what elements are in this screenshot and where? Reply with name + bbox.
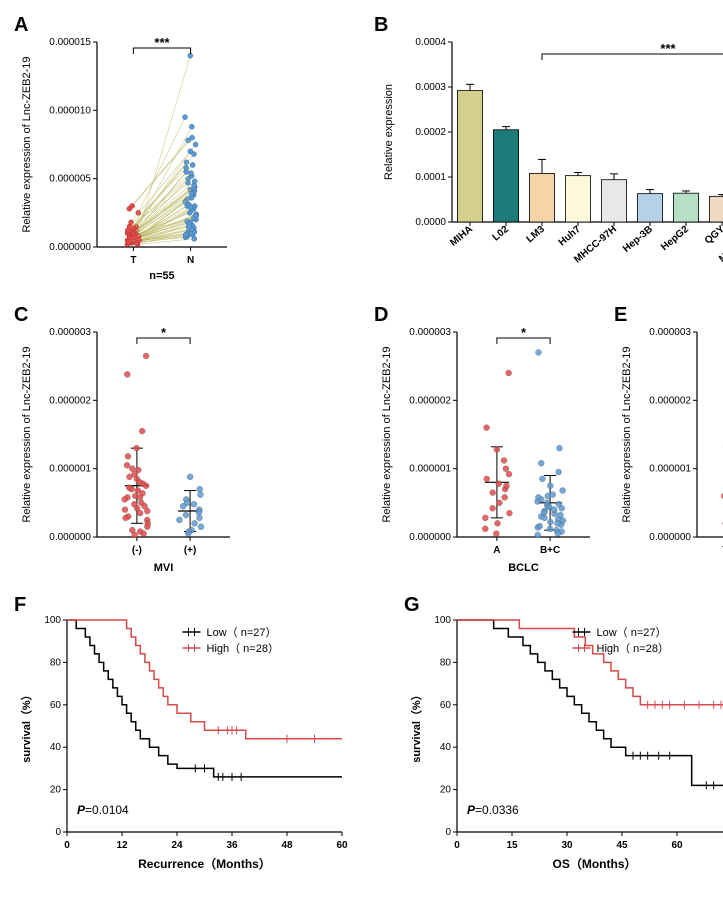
svg-text:100: 100 <box>44 615 61 626</box>
svg-text:0.000002: 0.000002 <box>649 395 691 406</box>
svg-text:***: *** <box>154 35 170 50</box>
svg-text:0.000010: 0.000010 <box>49 105 91 116</box>
panel-f-label: F <box>14 594 26 617</box>
svg-text:Relative expression of Lnc-ZEB: Relative expression of Lnc-ZEB2-19 <box>381 346 393 522</box>
svg-text:survival（%）: survival（%） <box>20 689 33 762</box>
svg-text:OS（Months）: OS（Months） <box>553 856 637 871</box>
svg-text:0.0001: 0.0001 <box>415 172 446 183</box>
panel-f: F 0 20 40 60 80 100 0 12 24 36 48 60 survival（%） Recu… <box>12 592 362 892</box>
svg-text:(-): (-) <box>132 545 142 556</box>
svg-text:80: 80 <box>440 657 452 668</box>
svg-text:60: 60 <box>50 700 62 711</box>
panel-g-chart: 02040608010001530456075survival（%）OS（Mon… <box>402 592 723 882</box>
svg-text:0: 0 <box>64 840 70 851</box>
svg-text:L02: L02 <box>491 224 512 244</box>
svg-text:60: 60 <box>440 700 452 711</box>
panel-g: G 02040608010001530456075survival（%）OS（M… <box>402 592 723 892</box>
figure-grid: A 0.0000000.0000050.0000100.000015Relati… <box>12 12 711 892</box>
svg-text:45: 45 <box>616 840 628 851</box>
svg-text:48: 48 <box>281 840 293 851</box>
svg-text:Relative expression of Lnc-ZEB: Relative expression of Lnc-ZEB2-19 <box>621 346 633 522</box>
svg-text:P=0.0336: P=0.0336 <box>467 803 519 817</box>
svg-text:0.000003: 0.000003 <box>49 327 91 338</box>
svg-text:HepG2: HepG2 <box>659 224 691 253</box>
svg-text:0.000002: 0.000002 <box>409 395 451 406</box>
svg-text:0.000001: 0.000001 <box>49 464 91 475</box>
svg-text:0.000000: 0.000000 <box>649 532 691 543</box>
svg-text:BCLC: BCLC <box>508 562 539 574</box>
svg-text:0.000001: 0.000001 <box>649 464 691 475</box>
svg-text:High（ n=28）: High（ n=28） <box>597 642 669 655</box>
svg-text:0: 0 <box>454 840 460 851</box>
svg-text:12: 12 <box>116 840 128 851</box>
panel-d: D 0.000000 0.000001 0.000002 0.000003 Relati… <box>372 302 602 582</box>
svg-text:15: 15 <box>506 840 518 851</box>
svg-text:QGY: QGY <box>703 224 723 247</box>
svg-text:Relative expression: Relative expression <box>383 84 395 180</box>
svg-text:0.000015: 0.000015 <box>49 37 91 48</box>
panel-g-label: G <box>404 594 420 617</box>
panel-d-chart: 0.000000 0.000001 0.000002 0.000003 Relative… <box>372 302 602 582</box>
svg-text:60: 60 <box>336 840 348 851</box>
svg-text:MIHA: MIHA <box>448 224 475 249</box>
svg-text:(+): (+) <box>184 545 197 556</box>
svg-text:0.000000: 0.000000 <box>409 532 451 543</box>
svg-text:P=0.0104: P=0.0104 <box>77 803 129 817</box>
panel-e-chart: 0.000000 0.000001 0.000002 0.000003 Relative… <box>612 302 723 582</box>
svg-text:0.0002: 0.0002 <box>415 127 446 138</box>
svg-text:B+C: B+C <box>540 545 560 556</box>
svg-text:0.000005: 0.000005 <box>49 174 91 185</box>
svg-text:N: N <box>187 255 194 266</box>
svg-text:0.000000: 0.000000 <box>49 242 91 253</box>
svg-text:Low（ n=27）: Low（ n=27） <box>207 626 277 639</box>
panel-c: C 0.000000 0.000001 0.000002 0.000003 Relati… <box>12 302 362 582</box>
svg-text:40: 40 <box>440 742 452 753</box>
svg-text:40: 40 <box>50 742 62 753</box>
panel-e: E 0.000000 0.000001 0.000002 0.000003 Relati… <box>612 302 723 582</box>
svg-text:0: 0 <box>55 827 61 838</box>
svg-text:0: 0 <box>445 827 451 838</box>
svg-text:20: 20 <box>440 785 452 796</box>
svg-text:survival（%）: survival（%） <box>410 689 423 762</box>
svg-text:20: 20 <box>50 785 62 796</box>
svg-text:n=55: n=55 <box>149 270 174 282</box>
svg-text:0.000002: 0.000002 <box>49 395 91 406</box>
panel-a: A 0.000000 0.000005 0.000010 0.000015 Relati… <box>12 12 362 292</box>
svg-text:***: *** <box>660 41 676 56</box>
svg-text:A: A <box>493 545 500 556</box>
svg-text:Recurrence（Months）: Recurrence（Months） <box>138 856 271 871</box>
panel-c-label: C <box>14 304 28 327</box>
panel-e-label: E <box>614 304 627 327</box>
panel-b-chart: 0.0000 0.0001 0.0002 0.0003 0.0004 Relative e… <box>372 12 723 292</box>
svg-text:High（ n=28）: High（ n=28） <box>207 642 279 655</box>
svg-text:0.000003: 0.000003 <box>649 327 691 338</box>
svg-text:24: 24 <box>171 840 183 851</box>
svg-text:0.0003: 0.0003 <box>415 82 446 93</box>
panel-c-chart: 0.000000 0.000001 0.000002 0.000003 Relative… <box>12 302 242 582</box>
svg-text:LM3: LM3 <box>525 224 548 246</box>
svg-text:Relative expression of Lnc-ZEB: Relative expression of Lnc-ZEB2-19 <box>21 56 33 232</box>
svg-text:100: 100 <box>434 615 451 626</box>
svg-text:0.000000: 0.000000 <box>49 532 91 543</box>
svg-text:MVI: MVI <box>154 562 174 574</box>
svg-text:Huh7: Huh7 <box>557 224 584 249</box>
svg-text:30: 30 <box>561 840 573 851</box>
panel-b-label: B <box>374 14 388 37</box>
svg-text:Hep-3B: Hep-3B <box>621 224 655 255</box>
svg-text:0.000003: 0.000003 <box>409 327 451 338</box>
panel-b: B 0.0000 0.0001 0.0002 0.0003 0.0004 Relative… <box>372 12 723 292</box>
svg-text:0.000001: 0.000001 <box>409 464 451 475</box>
svg-text:Low（ n=27）: Low（ n=27） <box>597 626 667 639</box>
panel-d-label: D <box>374 304 388 327</box>
svg-text:0.0004: 0.0004 <box>415 37 446 48</box>
svg-text:80: 80 <box>50 657 62 668</box>
panel-a-label: A <box>14 14 28 37</box>
svg-text:60: 60 <box>671 840 683 851</box>
panel-f-chart: 0 20 40 60 80 100 0 12 24 36 48 60 survival（%） Recurr… <box>12 592 352 882</box>
svg-text:T: T <box>130 255 136 266</box>
svg-text:36: 36 <box>226 840 238 851</box>
svg-text:0.0000: 0.0000 <box>415 217 446 228</box>
panel-a-chart: 0.000000 0.000005 0.000010 0.000015 Relative… <box>12 12 242 292</box>
svg-text:Relative expression of Lnc-ZEB: Relative expression of Lnc-ZEB2-19 <box>21 346 33 522</box>
